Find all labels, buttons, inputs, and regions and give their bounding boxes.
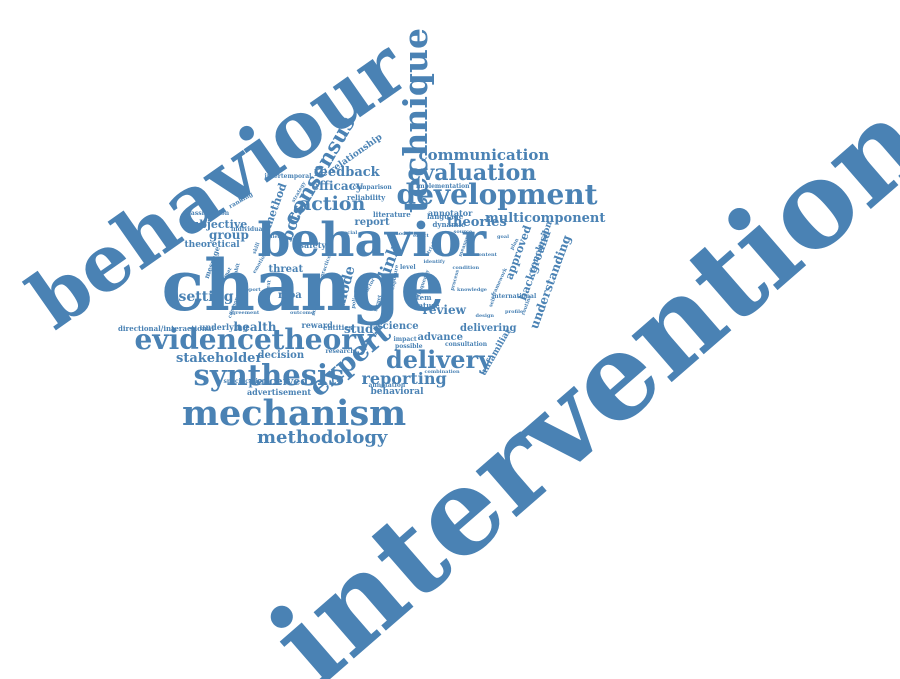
word-knowledge: knowledge	[457, 286, 487, 293]
word-underlying: underlying	[199, 322, 249, 332]
word-support: support	[239, 286, 261, 293]
word-research: research	[325, 348, 355, 355]
word-science: science	[377, 321, 419, 332]
word-consultation: consultation	[445, 341, 488, 348]
word-delivery: delivery	[386, 345, 493, 374]
word-behavior: behavior	[257, 212, 487, 268]
word-change: change	[161, 244, 445, 327]
word-international: international	[492, 293, 537, 300]
word-individual: individual	[231, 226, 265, 233]
word-impact: impact	[393, 336, 417, 343]
word-efficacy: efficacy	[311, 179, 363, 193]
word-feature: feature	[411, 300, 440, 310]
word-threat: threat	[268, 264, 304, 275]
word-reward: reward	[301, 320, 333, 330]
word-moa: moa	[278, 290, 302, 301]
word-literature: literature	[373, 209, 411, 219]
word-action: action	[299, 192, 366, 215]
word-directional-interactional: directional/interactional	[118, 323, 215, 333]
word-study: study	[344, 322, 381, 336]
word-specification: specification	[223, 378, 267, 385]
word-decision: decision	[257, 350, 305, 361]
word-entities: entities	[323, 322, 353, 332]
word-perceived: perceived	[248, 374, 308, 388]
word-model: model	[393, 230, 411, 237]
word-possible: possible	[395, 343, 423, 350]
word-evaluation: evaluation	[407, 160, 537, 186]
word-setting: setting	[178, 289, 234, 305]
word-feedback: feedback	[314, 164, 380, 180]
word-design: design	[475, 312, 495, 319]
word-implementation: implementation	[416, 183, 470, 190]
word-health: health	[233, 320, 277, 334]
word-classification: classification	[185, 210, 230, 217]
word-level: level	[400, 264, 416, 271]
word-annotator: annotator	[428, 208, 473, 218]
word-synthesis: synthesis	[193, 357, 345, 392]
word-identify: identify	[423, 258, 445, 265]
word-combination: combination	[424, 368, 460, 375]
word-review: review	[422, 303, 466, 317]
word-theories: theories	[447, 214, 507, 230]
word-reporting: reporting	[361, 369, 447, 388]
word-group: group	[209, 228, 249, 242]
word-intertemporal: intertemporal	[264, 173, 312, 180]
word-multicomponent: multicomponent	[485, 210, 606, 226]
word-dynamic: dynamic	[432, 219, 466, 229]
word-annotation: annotation	[368, 382, 406, 389]
word-effect: effect	[413, 232, 429, 239]
word-behavioral: behavioral	[370, 386, 424, 397]
word-theory: theory	[271, 323, 373, 356]
word-comparison: comparison	[352, 184, 392, 191]
word-methodology: methodology	[257, 427, 388, 448]
word-condition: condition	[452, 264, 480, 271]
word-stakeholder: stakeholder	[176, 350, 263, 366]
word-content: content	[475, 251, 497, 258]
word-report: report	[354, 217, 390, 228]
word-advertisement: advertisement	[247, 387, 312, 397]
word-agreement: agreement	[229, 309, 260, 316]
word-system: system	[404, 292, 432, 302]
word-goal: goal	[497, 233, 509, 240]
word-communication: communication	[418, 145, 550, 164]
word-belief: belief	[264, 233, 280, 240]
word-safety: safety	[299, 240, 327, 250]
word-advance: advance	[417, 332, 463, 343]
word-source: source	[453, 228, 473, 235]
word-social: social	[341, 229, 358, 236]
word-reliability: reliability	[347, 192, 386, 202]
word-profile: profile	[505, 308, 524, 315]
word-development: development	[396, 178, 598, 211]
word-outcome: outcome	[290, 309, 315, 316]
word-subjective: subjective	[185, 217, 248, 231]
word-theoretical: theoretical	[184, 239, 240, 250]
word-delivering: delivering	[460, 323, 517, 334]
word-evidence: evidence	[134, 323, 272, 356]
word-mechanism: mechanism	[182, 392, 407, 434]
word-language: language	[427, 211, 464, 221]
word-self: self	[488, 296, 498, 308]
